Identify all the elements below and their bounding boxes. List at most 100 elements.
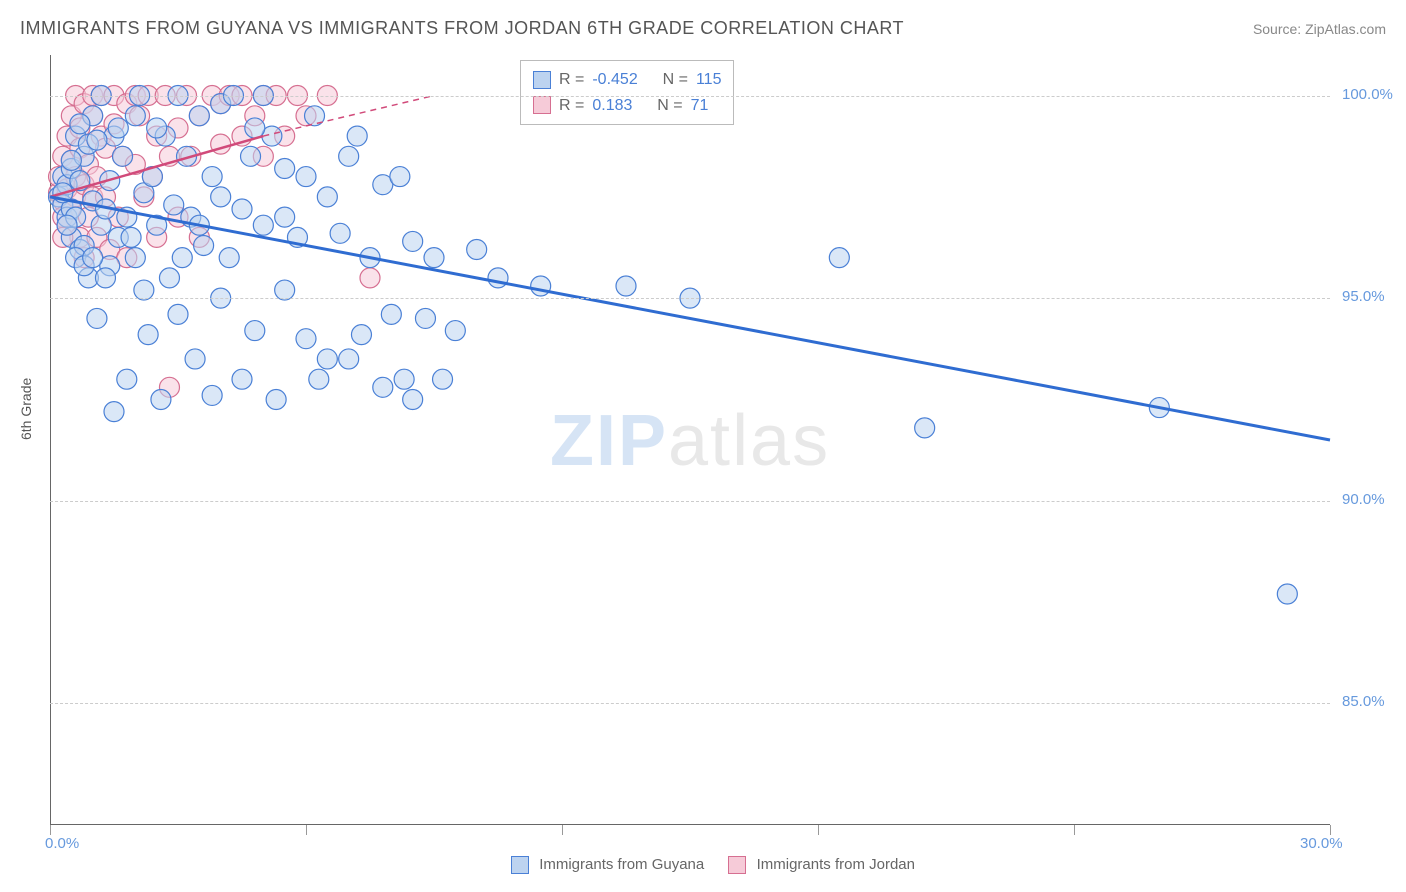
guyana-point — [87, 308, 107, 328]
gridline-h — [50, 96, 1330, 97]
guyana-point — [108, 118, 128, 138]
guyana-point — [61, 150, 81, 170]
guyana-point — [488, 268, 508, 288]
guyana-point — [147, 118, 167, 138]
gridline-h — [50, 501, 1330, 502]
chart-svg — [50, 55, 1330, 825]
series-label-jordan: Immigrants from Jordan — [757, 856, 915, 873]
guyana-point — [445, 321, 465, 341]
guyana-point — [394, 369, 414, 389]
guyana-point — [125, 106, 145, 126]
guyana-point — [185, 349, 205, 369]
trend-line — [50, 197, 1330, 440]
guyana-point — [309, 369, 329, 389]
guyana-point — [467, 240, 487, 260]
x-tick — [50, 825, 51, 835]
guyana-point — [1277, 584, 1297, 604]
guyana-point — [424, 248, 444, 268]
guyana-point — [168, 304, 188, 324]
guyana-point — [87, 130, 107, 150]
guyana-point — [317, 187, 337, 207]
x-tick — [1330, 825, 1331, 835]
guyana-point — [275, 158, 295, 178]
guyana-point — [202, 385, 222, 405]
guyana-point — [245, 321, 265, 341]
guyana-point — [531, 276, 551, 296]
gridline-h — [50, 298, 1330, 299]
r-label: R = — [559, 67, 584, 93]
x-tick — [818, 825, 819, 835]
guyana-point — [202, 167, 222, 187]
guyana-point — [275, 207, 295, 227]
x-tick-label: 30.0% — [1300, 835, 1343, 852]
y-axis-label: 6th Grade — [18, 378, 34, 440]
guyana-point — [317, 349, 337, 369]
guyana-point — [415, 308, 435, 328]
x-tick-label: 0.0% — [45, 835, 79, 852]
x-tick — [306, 825, 307, 835]
guyana-point — [241, 146, 261, 166]
y-tick-label: 85.0% — [1342, 693, 1385, 710]
guyana-point — [125, 248, 145, 268]
guyana-point — [390, 167, 410, 187]
source-label: Source: ZipAtlas.com — [1253, 21, 1386, 37]
guyana-point — [104, 402, 124, 422]
correlation-legend: R = -0.452 N = 115 R = 0.183 N = 71 — [520, 60, 734, 125]
guyana-point — [616, 276, 636, 296]
guyana-point — [330, 223, 350, 243]
guyana-point — [70, 114, 90, 134]
guyana-point — [253, 215, 273, 235]
guyana-point — [373, 377, 393, 397]
guyana-point — [219, 248, 239, 268]
guyana-point — [381, 304, 401, 324]
guyana-point — [232, 199, 252, 219]
guyana-point — [351, 325, 371, 345]
x-tick — [1074, 825, 1075, 835]
guyana-point — [403, 231, 423, 251]
series-label-guyana: Immigrants from Guyana — [539, 856, 704, 873]
guyana-point — [113, 146, 133, 166]
guyana-point — [189, 106, 209, 126]
guyana-point — [134, 280, 154, 300]
guyana-point — [121, 227, 141, 247]
guyana-point — [403, 389, 423, 409]
guyana-point — [296, 329, 316, 349]
guyana-point — [151, 389, 171, 409]
x-tick — [562, 825, 563, 835]
guyana-point — [172, 248, 192, 268]
y-tick-label: 100.0% — [1342, 86, 1393, 103]
guyana-point — [347, 126, 367, 146]
guyana-point — [95, 268, 115, 288]
guyana-point — [266, 389, 286, 409]
guyana-point — [339, 349, 359, 369]
swatch-jordan — [533, 96, 551, 114]
guyana-point — [915, 418, 935, 438]
guyana-point — [164, 195, 184, 215]
n-label: N = — [663, 67, 688, 93]
guyana-point — [829, 248, 849, 268]
guyana-point — [83, 248, 103, 268]
n-value-guyana: 115 — [696, 67, 722, 93]
guyana-point — [339, 146, 359, 166]
guyana-point — [159, 268, 179, 288]
guyana-point — [194, 235, 214, 255]
legend-row-guyana: R = -0.452 N = 115 — [533, 67, 721, 93]
jordan-point — [360, 268, 380, 288]
guyana-point — [117, 369, 137, 389]
swatch-jordan-bottom — [728, 856, 746, 874]
guyana-point — [296, 167, 316, 187]
guyana-point — [57, 215, 77, 235]
chart-title: IMMIGRANTS FROM GUYANA VS IMMIGRANTS FRO… — [20, 18, 904, 39]
guyana-point — [275, 280, 295, 300]
guyana-point — [211, 187, 231, 207]
guyana-point — [433, 369, 453, 389]
series-legend: Immigrants from Guyana Immigrants from J… — [0, 856, 1406, 874]
y-tick-label: 90.0% — [1342, 491, 1385, 508]
swatch-guyana-bottom — [511, 856, 529, 874]
gridline-h — [50, 703, 1330, 704]
guyana-point — [232, 369, 252, 389]
guyana-point — [245, 118, 265, 138]
r-value-guyana: -0.452 — [592, 67, 637, 93]
guyana-point — [138, 325, 158, 345]
y-tick-label: 95.0% — [1342, 288, 1385, 305]
